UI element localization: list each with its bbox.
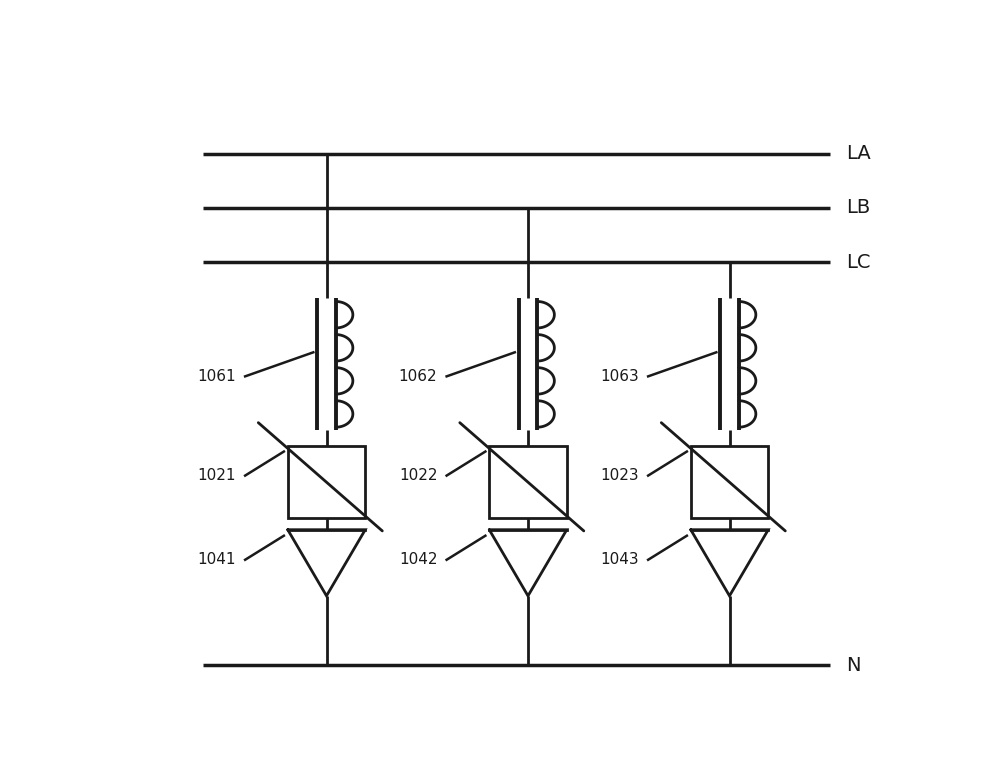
Text: 1023: 1023 — [600, 468, 639, 483]
Text: LB: LB — [846, 198, 870, 217]
Text: N: N — [846, 655, 860, 675]
Text: 1021: 1021 — [197, 468, 236, 483]
Bar — [288, 445, 365, 518]
Text: LC: LC — [846, 252, 870, 272]
Text: 1041: 1041 — [197, 552, 236, 567]
Bar — [489, 445, 567, 518]
Text: 1061: 1061 — [197, 369, 236, 384]
Text: 1063: 1063 — [600, 369, 639, 384]
Text: 1022: 1022 — [399, 468, 437, 483]
Bar — [691, 445, 768, 518]
Text: 1062: 1062 — [399, 369, 437, 384]
Text: LA: LA — [846, 144, 870, 163]
Text: 1043: 1043 — [600, 552, 639, 567]
Text: 1042: 1042 — [399, 552, 437, 567]
